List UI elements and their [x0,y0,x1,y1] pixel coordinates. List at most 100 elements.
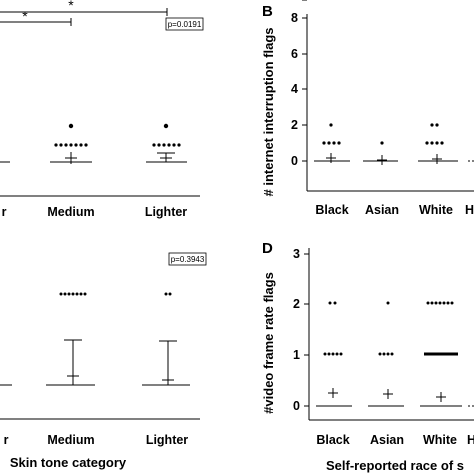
panel-a-tick-medium: Medium [47,205,94,219]
panel-b-point [329,123,333,127]
panel-a-point [59,143,63,147]
panel-b-point [380,141,384,145]
panel-a-point [84,143,88,147]
panel-a-point [162,143,166,147]
panel-d-point [386,301,390,305]
panel-d-point [442,301,446,305]
panel-b-group-black [314,123,350,163]
panel-a-group-medium [50,123,92,164]
panel-c-point [67,292,71,296]
panel-d-point [331,352,335,356]
panel-d-point [333,301,337,305]
panel-a-pvalue-box [165,17,204,31]
panel-b-point [337,141,341,145]
panel-c-point [63,292,67,296]
panel-a-point [79,143,83,147]
panel-b-point [430,141,434,145]
panel-b-ytick-4: 4 [291,82,298,96]
panel-c-group-medium [46,292,95,386]
panel-a-point [74,143,78,147]
panel-d-tick-asian: Asian [370,433,404,447]
panel-a: * * p=0.0191 [0,0,204,219]
panel-c-point [164,292,168,296]
panel-d-point [438,301,442,305]
panel-d-ytick-1: 1 [293,348,300,362]
panel-a-tick-darker: r [2,205,7,219]
panel-d-ytick-2: 2 [293,297,300,311]
panel-a-point [172,143,176,147]
panel-b-group-asian [363,141,398,165]
panel-d-point [430,301,434,305]
panel-b-point [435,123,439,127]
panel-b-label: B [262,3,273,20]
panel-b-ytick-2: 2 [291,118,298,132]
panel-a-tick-lighter: Lighter [145,205,187,219]
panel-d-point [328,301,332,305]
panel-a-point [68,123,74,129]
panel-d-point [450,301,454,305]
panel-c-tick-darker: r [4,433,9,447]
panel-b-point [327,141,331,145]
panel-c-point [75,292,79,296]
panel-a-point [167,143,171,147]
panel-a-sig-label-2: * [68,0,74,13]
panel-b-point [332,141,336,145]
panel-a-group-lighter [146,123,187,163]
panel-c-x-axis-label: Skin tone category [10,455,127,470]
panel-b-point [430,123,434,127]
panel-b: B # internet interruption flags 0 2 4 6 … [261,0,474,217]
panel-a-point [177,143,181,147]
panel-b-tick-white: White [419,203,453,217]
panel-d-point [382,352,386,356]
panel-c-point [168,292,172,296]
panel-d-y-ticks: 0 1 2 3 [293,247,309,413]
panel-d-group-asian [368,301,404,407]
panel-b-y-axis-label: # internet interruption flags [261,27,276,196]
panel-a-sig-bracket-2: * [0,0,168,16]
panel-b-ytick-8: 8 [291,11,298,25]
panel-a-pvalue: p=0.0191 [168,20,202,29]
panel-d-tick-black: Black [316,433,349,447]
panel-d-point [323,352,327,356]
panel-d-y-axis-label: #video frame rate flags [261,272,276,414]
panel-c-tick-medium: Medium [47,433,94,447]
panel-c-pvalue: p=0.3943 [171,255,205,264]
panel-d-tick-his: H [467,433,474,447]
panel-d-point [446,301,450,305]
panel-d-point-cluster [424,352,458,356]
panel-a-sig-label-1: * [22,8,28,24]
panel-d-point [378,352,382,356]
panel-b-point [440,141,444,145]
panel-b-point [425,141,429,145]
panel-d-group-black [316,301,352,407]
panel-a-point [54,143,58,147]
panel-d-x-axis-label: Self-reported race of s [326,458,464,473]
panel-a-point [163,123,169,129]
panel-d-group-white [420,301,462,407]
panel-d-ytick-3: 3 [293,247,300,261]
panel-d-tick-white: White [423,433,457,447]
panel-c-point [79,292,83,296]
panel-b-ytick-0: 0 [291,154,298,168]
panel-c: p=0.3943 [0,252,207,470]
panel-d-label: D [262,240,273,257]
panel-d-point [335,352,339,356]
panel-c-point [71,292,75,296]
panel-a-point [157,143,161,147]
panel-d-point [386,352,390,356]
panel-c-point [83,292,87,296]
panel-b-group-white [418,123,458,164]
panel-d-point [339,352,343,356]
panel-b-y-ticks: 0 2 4 6 8 [291,0,307,168]
panel-a-point [69,143,73,147]
panel-b-point [435,141,439,145]
panel-a-point [152,143,156,147]
panel-d-ytick-0: 0 [293,399,300,413]
panel-b-ytick-6: 6 [291,47,298,61]
panel-b-point [322,141,326,145]
panel-d-point [426,301,430,305]
panel-c-point [59,292,63,296]
panel-a-point [64,143,68,147]
panel-b-tick-black: Black [315,203,348,217]
